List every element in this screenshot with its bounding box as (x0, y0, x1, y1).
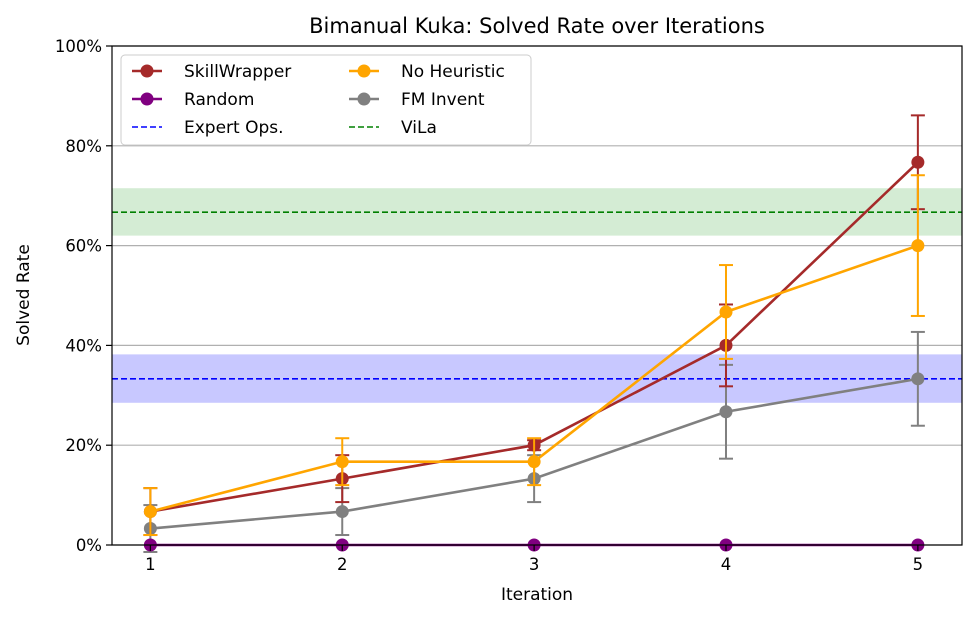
x-tick-label-5: 5 (913, 555, 924, 574)
plot-frame (111, 45, 963, 546)
point-fm-invent-4 (719, 405, 733, 419)
x-tick-label-3: 3 (529, 555, 540, 574)
point-no-heuristic-5 (911, 239, 925, 253)
legend-label-fm-invent: FM Invent (401, 90, 485, 110)
y-tick-label-80: 80% (65, 137, 102, 156)
legend: SkillWrapper No Heuristic Random FM Invent E… (120, 54, 532, 146)
series-no-heuristic (143, 174, 925, 537)
legend-label-vila: ViLa (401, 118, 437, 138)
legend-label-no-heuristic: No Heuristic (401, 62, 505, 82)
legend-item-no-heuristic: No Heuristic (349, 62, 505, 82)
legend-label-skillwrapper: SkillWrapper (184, 62, 291, 82)
legend-marker-random (140, 92, 154, 106)
reference-bands (112, 188, 962, 403)
x-tick-label-4: 4 (721, 555, 732, 574)
legend-item-skillwrapper: SkillWrapper (132, 62, 291, 82)
point-skillwrapper-5 (911, 155, 925, 169)
y-tick-label-40: 40% (65, 336, 102, 355)
legend-marker-skillwrapper (140, 64, 154, 78)
legend-label-expert-ops: Expert Ops. (184, 118, 284, 138)
axis-ticks: 0% 20% 40% 60% 80% 100% 1 2 3 4 5 (55, 37, 923, 574)
y-tick-label-0: 0% (76, 536, 102, 555)
legend-item-fm-invent: FM Invent (349, 90, 485, 110)
y-tick-label-100: 100% (55, 37, 102, 56)
x-tick-label-1: 1 (145, 555, 156, 574)
legend-item-expert-ops: Expert Ops. (132, 118, 284, 138)
legend-marker-no-heuristic (357, 64, 371, 78)
legend-box (120, 54, 532, 146)
series-layer (143, 114, 925, 553)
point-fm-invent-2 (335, 505, 349, 519)
legend-item-random: Random (132, 90, 254, 110)
point-no-heuristic-3 (527, 455, 541, 469)
y-axis-label: Solved Rate (14, 244, 34, 346)
x-tick-label-2: 2 (337, 555, 348, 574)
point-no-heuristic-1 (143, 505, 157, 519)
point-fm-invent-5 (911, 372, 925, 386)
point-no-heuristic-4 (719, 305, 733, 319)
chart-title: Bimanual Kuka: Solved Rate over Iteratio… (309, 14, 765, 38)
legend-marker-fm-invent (357, 92, 371, 106)
legend-label-random: Random (184, 90, 254, 110)
point-no-heuristic-2 (335, 455, 349, 469)
y-tick-label-20: 20% (65, 436, 102, 455)
x-axis-label: Iteration (501, 585, 573, 605)
y-tick-label-60: 60% (65, 237, 102, 256)
reference-lines (112, 211, 962, 380)
legend-item-vila: ViLa (349, 118, 437, 138)
